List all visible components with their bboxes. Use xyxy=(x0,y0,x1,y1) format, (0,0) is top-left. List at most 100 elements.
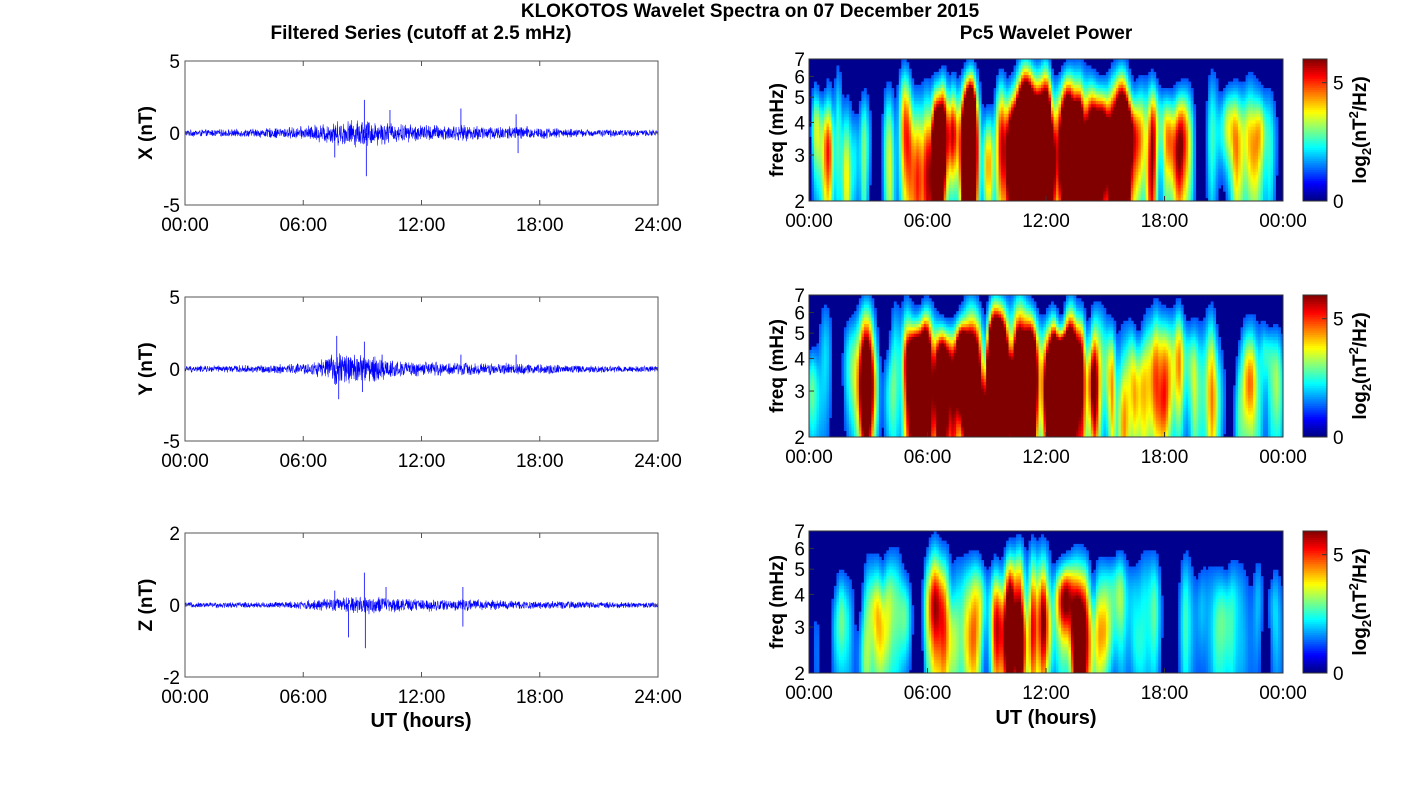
heatmap-cell xyxy=(1044,124,1047,128)
heatmap-cell xyxy=(1116,169,1119,173)
heatmap-cell xyxy=(894,124,897,128)
heatmap-cell xyxy=(1111,166,1114,170)
heatmap-cell xyxy=(1056,85,1059,89)
heatmap-cell xyxy=(929,166,932,170)
heatmap-cell xyxy=(1024,143,1027,147)
heatmap-cell xyxy=(1121,82,1124,86)
heatmap-cell xyxy=(884,185,887,189)
heatmap-cell xyxy=(1048,114,1051,118)
heatmap-cell xyxy=(1126,140,1129,144)
heatmap-cell xyxy=(1036,69,1039,73)
heatmap-cell xyxy=(996,188,999,192)
heatmap-cell xyxy=(1019,114,1022,118)
heatmap-cell xyxy=(1014,166,1017,170)
heatmap-cell xyxy=(1001,169,1004,173)
heatmap-cell xyxy=(861,136,864,140)
heatmap-cell xyxy=(1071,172,1074,176)
heatmap-cell xyxy=(834,172,837,176)
heatmap-cell xyxy=(926,95,929,99)
heatmap-cell xyxy=(1019,172,1022,176)
heatmap-cell xyxy=(984,169,987,173)
heatmap-cell xyxy=(889,169,892,173)
heatmap-cell xyxy=(1031,75,1034,79)
heatmap-cell xyxy=(1098,169,1101,173)
heatmap-cell xyxy=(1031,149,1034,153)
heatmap-cell xyxy=(921,117,924,121)
heatmap-cell xyxy=(1073,159,1076,163)
heatmap-cell xyxy=(929,127,932,131)
heatmap-cell xyxy=(1081,85,1084,89)
heatmap-cell xyxy=(1036,95,1039,99)
heatmap-cell xyxy=(946,172,949,176)
heatmap-cell xyxy=(1091,124,1094,128)
heatmap-cell xyxy=(1078,127,1081,131)
heatmap-cell xyxy=(1078,114,1081,118)
x-tick-label: 18:00 xyxy=(516,687,564,708)
heatmap-cell xyxy=(949,172,952,176)
heatmap-cell xyxy=(996,136,999,140)
heatmap-cell xyxy=(1098,117,1101,121)
heatmap-cell xyxy=(816,114,819,118)
heatmap-cell xyxy=(866,127,869,131)
heatmap-cell xyxy=(1019,59,1022,63)
heatmap-cell xyxy=(999,85,1002,89)
heatmap-cell xyxy=(1101,172,1104,176)
heatmap-cell xyxy=(999,172,1002,176)
heatmap-cell xyxy=(896,159,899,163)
heatmap-cell xyxy=(889,172,892,176)
heatmap-cell xyxy=(939,85,942,89)
heatmap-cell xyxy=(929,95,932,99)
heatmap-cell xyxy=(866,146,869,150)
heatmap-cell xyxy=(949,182,952,186)
heatmap-cell xyxy=(1113,104,1116,108)
heatmap-cell xyxy=(939,111,942,115)
heatmap-cell xyxy=(1041,153,1044,157)
heatmap-cell xyxy=(894,101,897,105)
heatmap-cell xyxy=(1039,166,1042,170)
heatmap-cell xyxy=(824,175,827,179)
heatmap-cell xyxy=(954,88,957,92)
heatmap-cell xyxy=(1014,169,1017,173)
heatmap-cell xyxy=(826,185,829,189)
heatmap-cell xyxy=(904,82,907,86)
heatmap-cell xyxy=(919,195,922,199)
heatmap-cell xyxy=(1004,166,1007,170)
heatmap-cell xyxy=(1024,149,1027,153)
heatmap-cell xyxy=(981,175,984,179)
heatmap-cell xyxy=(1061,82,1064,86)
heatmap-cell xyxy=(1009,88,1012,92)
heatmap-cell xyxy=(1026,72,1029,76)
heatmap-cell xyxy=(896,162,899,166)
heatmap-cell xyxy=(821,188,824,192)
heatmap-cell xyxy=(899,130,902,134)
heatmap-cell xyxy=(954,156,957,160)
heatmap-cell xyxy=(1101,124,1104,128)
heatmap-cell xyxy=(1026,136,1029,140)
heatmap-cell xyxy=(979,195,982,199)
heatmap-cell xyxy=(1093,124,1096,128)
heatmap-cell xyxy=(1004,169,1007,173)
heatmap-cell xyxy=(864,153,867,157)
heatmap-cell xyxy=(826,143,829,147)
heatmap-cell xyxy=(881,172,884,176)
heatmap-cell xyxy=(924,146,927,150)
heatmap-cell xyxy=(936,175,939,179)
heatmap-cell xyxy=(959,166,962,170)
heatmap-cell xyxy=(961,159,964,163)
heatmap-cell xyxy=(924,78,927,82)
heatmap-cell xyxy=(944,140,947,144)
heatmap-cell xyxy=(851,136,854,140)
heatmap-cell xyxy=(981,166,984,170)
heatmap-cell xyxy=(894,166,897,170)
heatmap-cell xyxy=(836,188,839,192)
heatmap-cell xyxy=(899,182,902,186)
heatmap-cell xyxy=(811,133,814,137)
heatmap-cell xyxy=(1056,104,1059,108)
heatmap-cell xyxy=(1103,153,1106,157)
heatmap-cell xyxy=(941,127,944,131)
heatmap-cell xyxy=(946,169,949,173)
heatmap-cell xyxy=(1118,188,1121,192)
heatmap-cell xyxy=(1118,72,1121,76)
heatmap-cell xyxy=(1044,85,1047,89)
heatmap-cell xyxy=(1024,104,1027,108)
